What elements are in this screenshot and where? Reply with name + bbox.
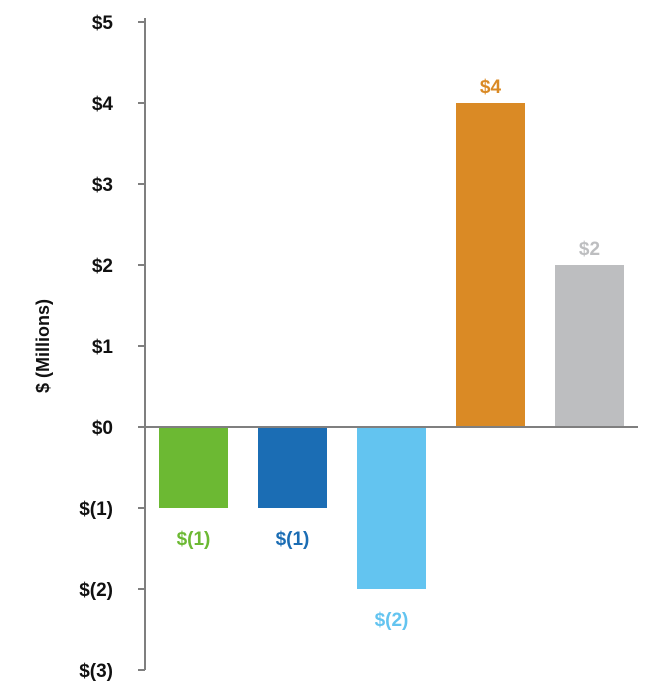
bar-data-label: $(1) bbox=[276, 529, 310, 550]
bar-data-label: $4 bbox=[480, 77, 502, 98]
bar bbox=[555, 265, 624, 427]
y-tick-label: $2 bbox=[92, 256, 113, 277]
bars bbox=[159, 103, 624, 589]
y-tick-label: $(2) bbox=[79, 580, 113, 601]
y-tick-label: $0 bbox=[92, 418, 113, 439]
data-labels: $(1) $(1) $(2) $4 $2 bbox=[177, 77, 600, 631]
bar-data-label: $(2) bbox=[375, 610, 409, 631]
bar-data-label: $2 bbox=[579, 239, 600, 260]
y-tick-label: $5 bbox=[92, 13, 114, 34]
y-tick-label: $(3) bbox=[79, 661, 113, 682]
y-tick-label: $4 bbox=[92, 94, 114, 115]
y-tick-label: $3 bbox=[92, 175, 113, 196]
bar bbox=[258, 427, 327, 508]
y-tick-label: $(1) bbox=[79, 499, 113, 520]
bar bbox=[159, 427, 228, 508]
y-axis-title: $ (Millions) bbox=[33, 299, 53, 393]
y-tick-label: $1 bbox=[92, 337, 114, 358]
y-axis-ticks: $5 $4 $3 $2 $1 $0 $(1) $(2) $(3) bbox=[79, 13, 145, 682]
bar bbox=[456, 103, 525, 427]
bar-data-label: $(1) bbox=[177, 529, 211, 550]
bar bbox=[357, 427, 426, 589]
